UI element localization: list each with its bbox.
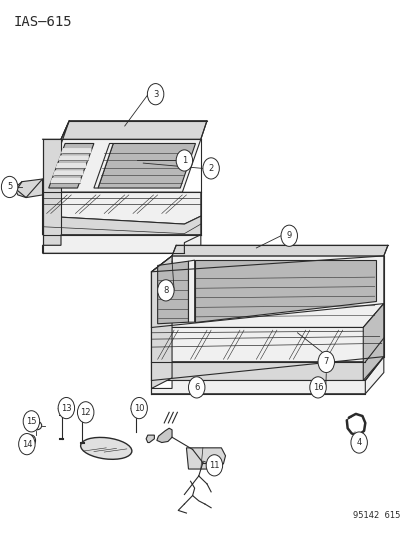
Polygon shape [59,156,88,160]
Polygon shape [194,260,375,322]
Polygon shape [56,164,85,168]
Polygon shape [151,338,383,381]
Circle shape [23,411,40,432]
Ellipse shape [81,438,132,459]
Text: 95142  615: 95142 615 [352,511,399,520]
Circle shape [188,377,204,398]
Polygon shape [157,428,172,442]
Text: 12: 12 [80,408,91,417]
Circle shape [280,225,297,246]
Ellipse shape [32,421,42,430]
Text: 16: 16 [312,383,323,392]
Polygon shape [98,143,195,188]
Text: IAS–615: IAS–615 [14,14,72,29]
Text: 3: 3 [152,90,158,99]
Polygon shape [172,245,387,256]
Polygon shape [151,256,383,327]
Polygon shape [61,120,206,139]
Text: 9: 9 [286,231,291,240]
Circle shape [176,150,192,171]
Polygon shape [51,179,80,183]
Polygon shape [146,435,154,442]
Circle shape [206,455,222,476]
Circle shape [131,398,147,419]
Text: 11: 11 [209,461,219,470]
Polygon shape [151,256,172,327]
Polygon shape [362,304,383,381]
Text: 5: 5 [7,182,12,191]
Polygon shape [62,149,91,153]
Polygon shape [43,139,200,192]
Text: 2: 2 [208,164,213,173]
Circle shape [77,402,94,423]
Polygon shape [151,357,383,394]
Circle shape [317,351,334,373]
Circle shape [27,435,36,446]
Polygon shape [43,216,200,243]
Text: 6: 6 [194,383,199,392]
Circle shape [147,84,164,105]
Polygon shape [54,171,83,175]
Circle shape [19,433,35,455]
Text: 10: 10 [133,403,144,413]
Circle shape [58,398,74,419]
Circle shape [350,432,366,453]
Circle shape [309,377,325,398]
Polygon shape [188,260,194,322]
Polygon shape [49,143,94,188]
Polygon shape [43,192,200,224]
Polygon shape [151,256,172,389]
Polygon shape [186,448,225,469]
Text: 13: 13 [61,403,71,413]
Text: 4: 4 [356,438,361,447]
Text: 14: 14 [21,440,32,449]
Text: 7: 7 [323,358,328,367]
Text: 8: 8 [163,286,168,295]
Polygon shape [151,304,383,362]
Polygon shape [94,143,113,188]
Text: 1: 1 [181,156,187,165]
Circle shape [1,176,18,198]
Polygon shape [14,179,43,198]
Polygon shape [43,139,61,245]
Polygon shape [43,120,69,192]
Circle shape [202,158,219,179]
Polygon shape [43,235,200,253]
Text: 15: 15 [26,417,37,426]
Polygon shape [157,261,188,324]
Circle shape [157,280,174,301]
